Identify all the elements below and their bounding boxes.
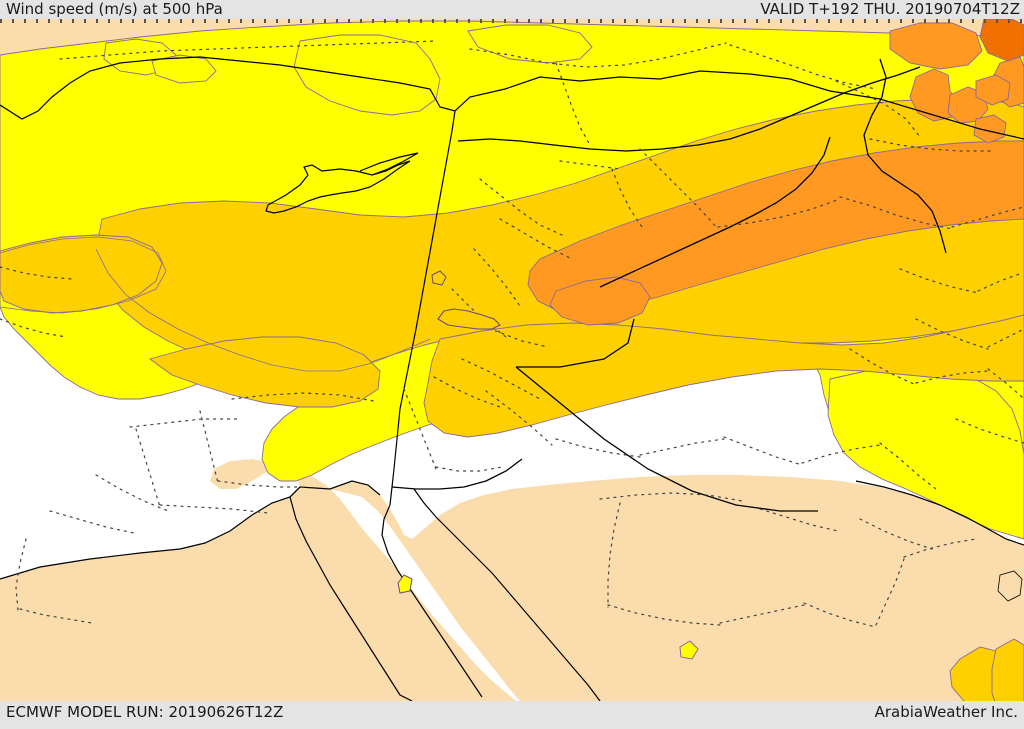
page-title: Wind speed (m/s) at 500 hPa <box>6 0 223 18</box>
feature-sea-of-galilee <box>431 270 447 286</box>
border-jordan-w <box>516 318 635 368</box>
fill-amber-west <box>0 234 163 314</box>
land-qatar <box>997 570 1023 602</box>
land-libya-egypt-sw <box>0 591 206 701</box>
fill-orange-ne-5 <box>975 74 1011 106</box>
map-canvas[interactable] <box>0 19 1024 701</box>
coastline-redsea-east <box>413 488 601 701</box>
map-top-tick-marks <box>0 19 1024 23</box>
fill-amber-south <box>423 314 1024 438</box>
feature-lake-nasser <box>397 574 413 594</box>
coastline-sinai <box>289 486 413 701</box>
header-bar <box>0 0 1024 19</box>
valid-time-label: VALID T+192 THU. 20190704T12Z <box>760 0 1020 18</box>
provincial-borders <box>0 40 1024 628</box>
land-arabia-main <box>330 475 1024 701</box>
border-jordan-saudi <box>515 366 818 512</box>
border-turkey-syria <box>457 66 921 152</box>
coastline-anatolia <box>0 56 1024 140</box>
feature-lake-small <box>679 640 699 660</box>
coastline-gulf <box>855 480 1024 546</box>
coastline-levant <box>389 110 456 506</box>
fill-orange-mid <box>549 276 651 326</box>
island-cyprus <box>265 160 411 214</box>
border-syria-iraq <box>599 136 831 288</box>
credit-label: ArabiaWeather Inc. <box>874 703 1018 721</box>
fill-amber-gulf-2 <box>991 638 1024 701</box>
footer-bar <box>0 701 1024 729</box>
coastline-redsea-west <box>381 504 483 698</box>
feature-dead-sea <box>437 308 501 330</box>
fill-orange-ne-1 <box>889 22 983 70</box>
fill-orange-ne-6 <box>973 114 1007 144</box>
island-cyprus-tail <box>359 152 419 176</box>
model-run-label: ECMWF MODEL RUN: 20190626T12Z <box>6 703 284 721</box>
fill-yellow-turkey-e <box>293 34 441 116</box>
border-iraq-iran <box>863 58 947 254</box>
border-egypt-israel <box>391 458 523 490</box>
fill-yellow-anatolia-2 <box>151 54 217 84</box>
coastline-egypt-med <box>0 480 381 580</box>
weather-map-svg[interactable] <box>0 19 1024 701</box>
fill-amber-egypt <box>148 336 381 408</box>
contour-lines <box>0 236 431 372</box>
